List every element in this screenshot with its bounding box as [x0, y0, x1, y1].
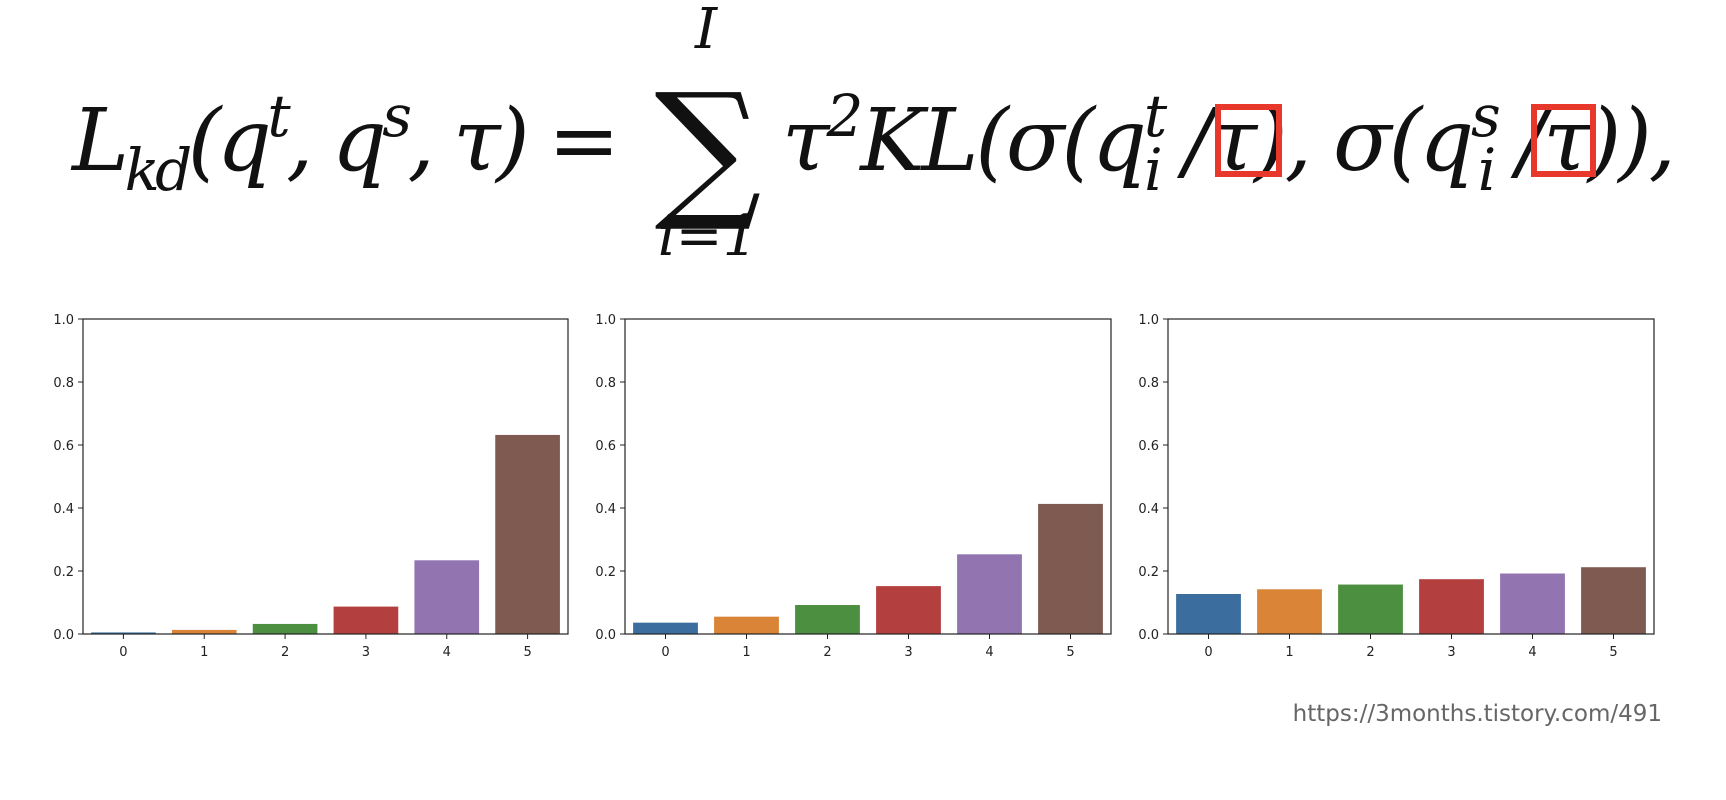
x-tick-label: 1: [742, 645, 750, 660]
x-tick-label: 1: [200, 645, 208, 660]
x-tick-label: 1: [1285, 645, 1293, 660]
bar: [333, 606, 399, 634]
bar: [1176, 593, 1241, 634]
source-url: https://3months.tistory.com/491: [1293, 701, 1662, 727]
bar: [1500, 573, 1565, 634]
axes-frame: [82, 318, 569, 635]
x-tick-label: 2: [823, 645, 831, 660]
x-tick-label: 0: [1204, 645, 1212, 660]
y-tick-label: 0.6: [1138, 439, 1159, 454]
bar: [171, 629, 237, 634]
formula-sup: s: [382, 82, 412, 150]
y-tick-label: 0.8: [53, 376, 74, 391]
x-tick-label: 2: [281, 645, 289, 660]
y-tick-label: 0.0: [595, 628, 616, 643]
x-tick-label: 3: [904, 645, 912, 660]
y-tick-label: 0.0: [1138, 628, 1159, 643]
formula-token: τ: [782, 91, 831, 191]
formula-sup: t: [267, 82, 291, 150]
formula-token: , τ) =: [407, 91, 620, 191]
y-tick-label: 0.6: [595, 439, 616, 454]
formula-token: ), σ(q: [1252, 91, 1474, 191]
y-tick-label: 1.0: [1138, 313, 1159, 328]
formula-sup: 2: [825, 82, 863, 150]
formula-token: (q: [188, 91, 272, 191]
axes-frame: [1167, 318, 1655, 635]
formula-token: /: [1160, 91, 1220, 191]
x-tick-label: 3: [362, 645, 370, 660]
x-tick-label: 4: [1528, 645, 1536, 660]
formula-rhs: τ2KL(σ(qt i /τ), σ(qs i /τ)),: [782, 82, 1676, 204]
y-tick-label: 0.2: [1138, 565, 1159, 580]
bar: [1257, 589, 1322, 634]
formula-sup: t: [1144, 82, 1168, 150]
x-tick-label: 0: [119, 645, 127, 660]
bar: [414, 560, 480, 634]
y-tick-label: 0.2: [53, 565, 74, 580]
highlight-box: [1215, 104, 1282, 177]
sum-symbol: ∑: [654, 62, 761, 236]
formula-token: , q: [286, 91, 387, 191]
chart: 0.0 0.2 0.4 0.6 0.8 1.0 0 1 2 3 4 5: [1138, 313, 1655, 660]
bar: [633, 622, 698, 634]
y-tick-label: 0.4: [1138, 502, 1159, 517]
y-tick-label: 0.0: [53, 628, 74, 643]
sum-lower: i=1: [658, 204, 758, 269]
y-tick-label: 0.4: [53, 502, 74, 517]
formula-sub: kd: [125, 136, 193, 204]
formula-token: KL(σ(q: [858, 91, 1147, 191]
y-tick-label: 0.8: [595, 376, 616, 391]
axes-frame: [624, 318, 1112, 635]
bar: [252, 623, 318, 634]
bar: [1581, 567, 1646, 634]
bar: [714, 616, 779, 634]
bar: [1338, 584, 1403, 634]
y-tick-label: 0.8: [1138, 376, 1159, 391]
x-tick-label: 5: [523, 645, 531, 660]
x-tick-label: 4: [443, 645, 451, 660]
bar: [957, 554, 1022, 634]
bar: [1038, 503, 1103, 634]
x-tick-label: 5: [1066, 645, 1074, 660]
bar: [1419, 579, 1484, 634]
formula-token: )),: [1586, 91, 1676, 191]
sum-upper: I: [694, 0, 719, 62]
bar: [495, 434, 560, 634]
charts: 0.0 0.2 0.4 0.6 0.8 1.0 0 1 2 3 4 5 0.0 0.2 0.4 0.6 0.8 1…: [53, 313, 1655, 660]
y-tick-label: 0.2: [595, 565, 616, 580]
formula-sup: s: [1471, 82, 1501, 150]
y-tick-label: 1.0: [53, 313, 74, 328]
y-tick-label: 1.0: [595, 313, 616, 328]
formula-sub: i: [1478, 136, 1497, 204]
chart: 0.0 0.2 0.4 0.6 0.8 1.0 0 1 2 3 4 5: [595, 313, 1112, 660]
bar: [876, 586, 941, 634]
bar: [91, 632, 156, 634]
chart: 0.0 0.2 0.4 0.6 0.8 1.0 0 1 2 3 4 5: [53, 313, 569, 660]
y-tick-label: 0.4: [595, 502, 616, 517]
x-tick-label: 4: [985, 645, 993, 660]
x-tick-label: 2: [1366, 645, 1374, 660]
x-tick-label: 0: [661, 645, 669, 660]
formula-token: L: [70, 91, 129, 191]
bar: [795, 605, 860, 634]
formula-lhs: Lkd(qt, qs, τ) =: [70, 82, 620, 204]
formula-sub: i: [1144, 136, 1163, 204]
x-tick-label: 5: [1609, 645, 1617, 660]
highlight-box: [1531, 104, 1596, 177]
x-tick-label: 3: [1447, 645, 1455, 660]
y-tick-label: 0.6: [53, 439, 74, 454]
